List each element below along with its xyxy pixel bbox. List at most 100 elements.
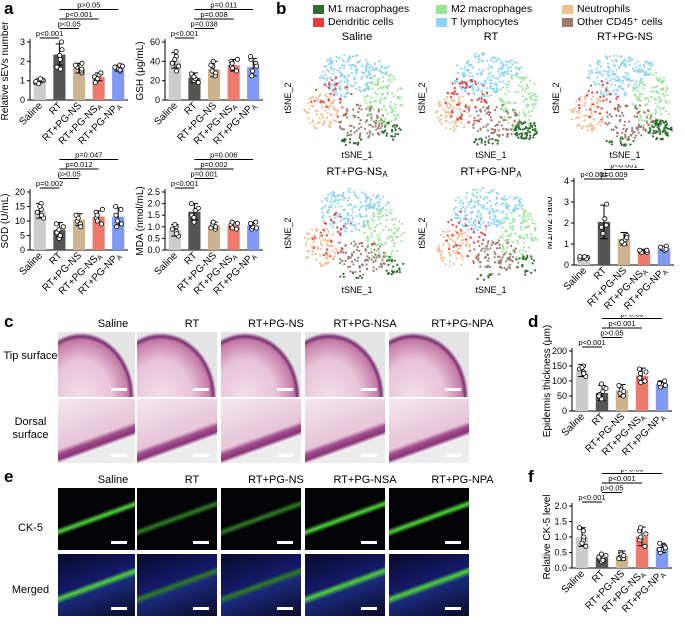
tsne-point <box>632 69 636 72</box>
tsne-point <box>497 259 501 262</box>
data-point <box>94 218 100 224</box>
tsne-point <box>526 236 529 239</box>
tsne-point <box>508 204 511 207</box>
tsne-point <box>521 253 524 256</box>
tsne-point <box>378 265 381 268</box>
tsne-point <box>366 219 369 222</box>
tsne-point <box>521 207 524 210</box>
p-value-label: p>0.05 <box>620 315 643 319</box>
tsne-point <box>346 84 349 87</box>
tsne-point <box>451 82 454 85</box>
tsne-point <box>445 105 448 108</box>
tsne-point <box>394 217 397 220</box>
tsne-point <box>500 211 503 214</box>
y-tick-label: 0.5 <box>147 233 160 243</box>
tsne-point <box>485 107 488 110</box>
tsne-point <box>381 87 384 90</box>
histo-row-dorsal-text: Dorsal surface <box>12 416 49 441</box>
tsne-point <box>332 194 336 198</box>
tsne-point <box>384 117 387 120</box>
tsne-point <box>601 116 604 119</box>
tsne-point <box>645 103 648 106</box>
tsne-point <box>378 68 381 71</box>
tsne-point <box>319 248 322 251</box>
tsne-point <box>350 93 353 96</box>
tsne-point <box>327 98 330 101</box>
tsne-point <box>338 66 342 70</box>
y-axis-label: GSH (μg/mL) <box>135 41 146 100</box>
bar <box>577 257 591 265</box>
tsne-point <box>598 112 601 115</box>
tsne-point <box>386 122 389 125</box>
tsne-point <box>481 95 484 98</box>
tsne-point <box>660 113 663 116</box>
tsne-point <box>485 91 489 95</box>
tsne-point <box>363 95 367 99</box>
tsne-point <box>662 121 666 125</box>
tsne-point <box>333 216 336 220</box>
tsne-point <box>520 228 523 231</box>
tsne-point <box>475 255 478 258</box>
tsne-point <box>514 91 517 94</box>
tsne-point <box>329 200 332 203</box>
tsne-point <box>388 255 391 258</box>
tsne-point <box>477 129 480 133</box>
tsne-point <box>514 111 517 114</box>
data-point <box>644 247 650 253</box>
tsne-point <box>365 263 368 266</box>
tsne-point <box>503 220 506 224</box>
tsne-point <box>526 213 530 216</box>
tsne-point <box>384 225 387 228</box>
tsne-point <box>601 85 604 88</box>
tsne-point <box>598 83 601 86</box>
tsne-point <box>364 204 367 207</box>
tsne-point <box>655 122 658 125</box>
tsne-point <box>587 129 590 132</box>
tsne-point <box>358 208 361 211</box>
tsne-point <box>522 219 526 222</box>
tsne-point <box>637 89 640 93</box>
legend-swatch-icon <box>436 17 447 27</box>
tsne-point <box>322 239 325 242</box>
tsne-title: Saline <box>342 31 373 43</box>
tsne-point <box>331 68 334 71</box>
tsne-point <box>529 134 532 137</box>
tsne-point <box>377 81 380 85</box>
tsne-point <box>447 245 451 249</box>
tsne-point <box>457 71 460 75</box>
tsne-point <box>612 63 615 66</box>
data-point <box>603 222 609 228</box>
tsne-point <box>325 105 328 109</box>
tsne-point <box>358 249 361 252</box>
tsne-point <box>379 208 383 211</box>
y-tick-label: 20 <box>15 187 25 197</box>
tsne-x-label: tSNE_1 <box>475 285 506 295</box>
tsne-point <box>487 95 490 98</box>
tsne-point <box>452 250 455 253</box>
tsne-point <box>473 248 476 251</box>
tsne-point <box>470 99 473 102</box>
tsne-point <box>480 83 483 86</box>
tsne-point <box>505 86 508 89</box>
tsne-point <box>370 113 373 116</box>
tsne-point <box>330 206 333 209</box>
tsne-point <box>659 132 662 136</box>
tsne-point <box>393 118 396 121</box>
tsne-point <box>514 127 517 130</box>
tsne-point <box>659 123 662 126</box>
tsne-point <box>624 71 627 74</box>
tsne-point <box>346 81 349 85</box>
subscript: A <box>642 269 650 277</box>
y-tick-label: 5 <box>20 231 25 241</box>
tsne-point <box>353 131 356 134</box>
tsne-point <box>354 205 357 208</box>
tsne-y-label: tSNE_2 <box>283 82 293 113</box>
tsne-point <box>475 110 478 113</box>
tsne-point <box>479 189 482 192</box>
data-point <box>57 53 63 59</box>
tsne-point <box>610 143 613 146</box>
tsne-point <box>365 67 368 70</box>
tsne-point <box>442 259 445 262</box>
tsne-point <box>367 105 370 109</box>
